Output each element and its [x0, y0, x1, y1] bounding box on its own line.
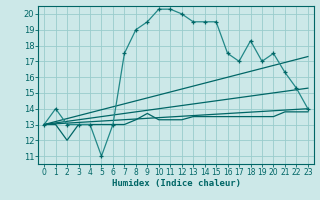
- X-axis label: Humidex (Indice chaleur): Humidex (Indice chaleur): [111, 179, 241, 188]
